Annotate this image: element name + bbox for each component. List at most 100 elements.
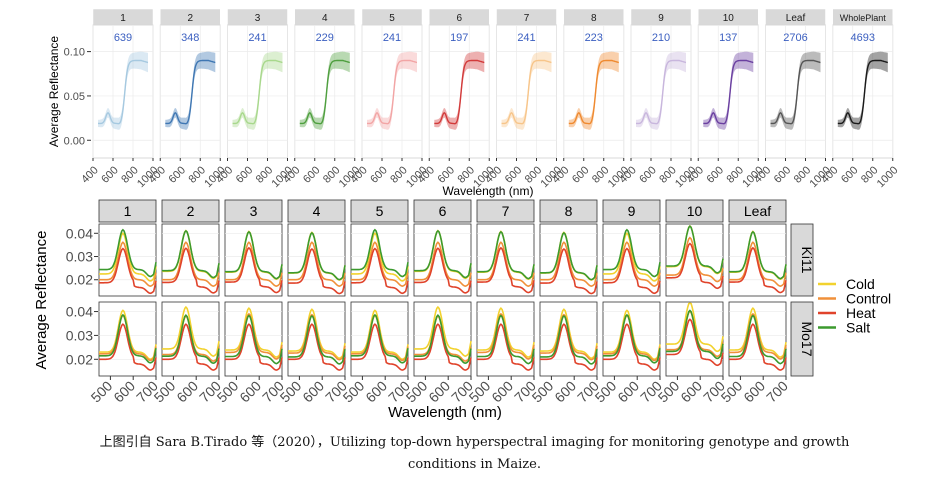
facet-count: 639 (114, 32, 132, 44)
xtick-label: 600 (167, 164, 188, 185)
xtick-label: 500 (466, 377, 494, 405)
facet-plot-area (630, 24, 692, 159)
facet-strip (287, 199, 346, 223)
series-line-salt (288, 231, 346, 281)
series-line-heat (477, 246, 535, 294)
xtick-label: 600 (503, 164, 524, 185)
facet-plot-area (428, 24, 490, 159)
xtick-label: 600 (299, 377, 327, 405)
facet-plot-area (765, 24, 826, 159)
xtick-label: 500 (277, 377, 305, 405)
facet-strip (728, 199, 787, 223)
series-line-heat (603, 247, 661, 295)
facet-strip-label: 1 (120, 13, 126, 24)
facet-strip-label: 3 (250, 203, 258, 219)
facet-strip (665, 199, 724, 223)
series-line (770, 59, 821, 125)
facet-strip (224, 199, 283, 223)
facet-strip (602, 199, 661, 223)
series-line-cold (477, 306, 535, 358)
panel-b-row-strip-mo17: Mo17 (790, 301, 815, 377)
series-line-salt (477, 314, 535, 365)
facet-strip-label: 4 (313, 203, 321, 219)
panel-a-ytick-label: 0.10 (64, 47, 85, 59)
facet-count: 229 (316, 32, 334, 44)
series-line-heat (288, 323, 346, 371)
xtick-label: 600 (570, 164, 591, 185)
facet-plot-area (697, 24, 759, 159)
series-line-salt (540, 231, 598, 281)
legend-label-cold: Cold (846, 276, 875, 292)
series-line-heat (288, 247, 346, 295)
series-line-heat (351, 247, 409, 295)
series-line-heat (414, 247, 472, 294)
facet-strip-label: 1 (124, 203, 132, 219)
panel-b-row-strip-ki11: Ki11 (790, 223, 815, 297)
facet-plot-area (227, 24, 288, 159)
facet-strip-label: 7 (524, 13, 530, 24)
panel-a-xlabel: Wavelength (nm) (443, 184, 534, 198)
caption-line-2: conditions in Maize. (408, 457, 541, 472)
xtick-label: 600 (839, 164, 860, 185)
series-line-heat (162, 247, 220, 294)
facet-count: 197 (450, 32, 468, 44)
series-line-salt (666, 225, 724, 274)
panel-b: Average Reflectance 0.02 0.03 0.04 Ki11 0.02 0… (33, 199, 891, 421)
series-line-salt (477, 230, 535, 280)
series-line-salt (603, 313, 661, 364)
facet-plot-area (832, 24, 894, 159)
series-line-heat (414, 323, 472, 371)
series-line-heat (540, 247, 598, 295)
facet-strip-label: 8 (591, 13, 597, 24)
figure-caption: 上图引自 Sara B.Tirado 等（2020），Utilizing top… (0, 432, 949, 476)
series-line-salt (351, 228, 409, 278)
facet-plot-area (294, 24, 356, 159)
panel-b-ytick-label: 0.03 (66, 327, 93, 343)
series-line (501, 59, 552, 125)
series-line (837, 59, 888, 125)
xtick-label: 700 (763, 377, 791, 405)
panel-b-ytick-label: 0.02 (66, 351, 93, 367)
series-line-salt (414, 229, 472, 279)
xtick-label: 600 (425, 377, 453, 405)
xtick-label: 500 (529, 377, 557, 405)
facet-strip-label: 9 (658, 13, 664, 24)
series-line-control (288, 241, 346, 288)
xtick-label: 500 (592, 377, 620, 405)
facet-strip-label: 8 (565, 203, 573, 219)
series-line-heat (729, 323, 787, 371)
series-line (165, 59, 216, 125)
series-line-control (225, 241, 283, 288)
series-line (703, 59, 754, 125)
series-line-salt (729, 230, 787, 280)
facet-strip-label: 7 (502, 203, 510, 219)
series-line-control (162, 241, 220, 288)
series-line-cold (162, 305, 220, 357)
facet-strip-label: 6 (439, 203, 447, 219)
facet-count: 210 (652, 32, 670, 44)
series-line-salt (288, 314, 346, 365)
legend-label-heat: Heat (846, 305, 876, 321)
series-line-heat (477, 323, 535, 371)
series-line-control (351, 241, 409, 288)
series-line-salt (225, 314, 283, 365)
facet-strip-label: 4 (322, 13, 328, 24)
series-line-heat (603, 323, 661, 371)
facet-count: 348 (181, 32, 199, 44)
xtick-label: 600 (368, 164, 389, 185)
series-line-heat (729, 246, 787, 294)
series-line (98, 59, 149, 125)
series-line-control (729, 241, 787, 288)
